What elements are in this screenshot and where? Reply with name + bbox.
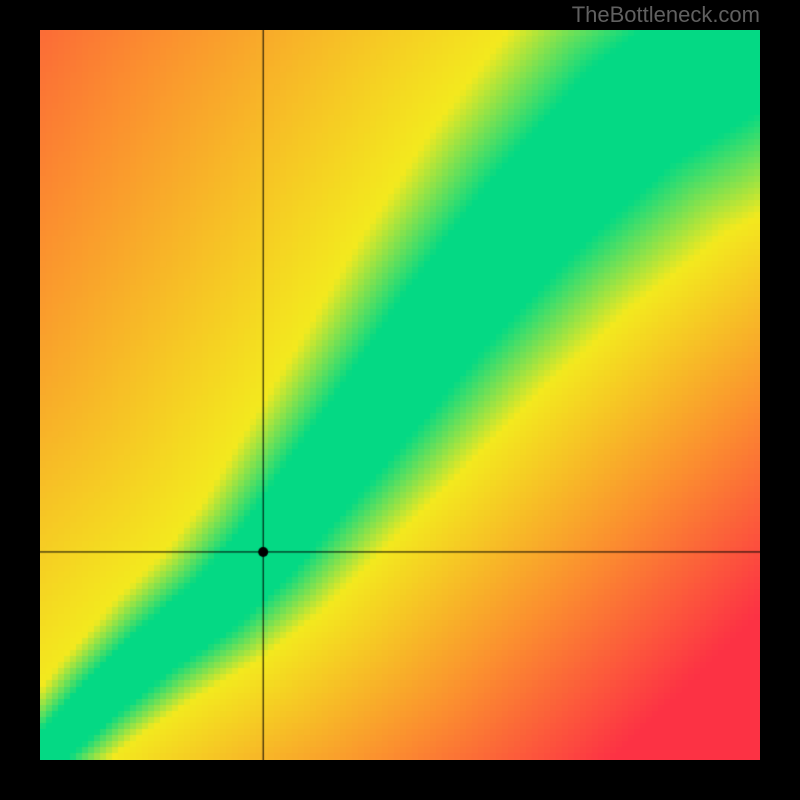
plot-area: [40, 30, 760, 760]
heatmap-canvas: [40, 30, 760, 760]
watermark-text: TheBottleneck.com: [572, 2, 760, 28]
chart-container: TheBottleneck.com: [0, 0, 800, 800]
